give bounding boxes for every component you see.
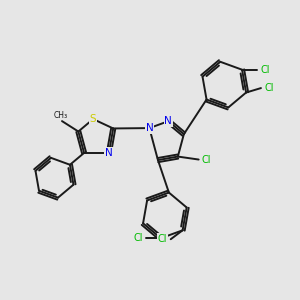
- Text: Cl: Cl: [264, 83, 274, 93]
- Text: N: N: [105, 148, 113, 158]
- Text: CH₃: CH₃: [53, 111, 68, 120]
- Text: S: S: [90, 114, 97, 124]
- Text: Cl: Cl: [260, 65, 270, 75]
- Text: Cl: Cl: [133, 233, 143, 243]
- Text: N: N: [146, 123, 153, 133]
- Text: Cl: Cl: [158, 234, 167, 244]
- Text: N: N: [164, 116, 172, 126]
- Text: Cl: Cl: [201, 154, 211, 164]
